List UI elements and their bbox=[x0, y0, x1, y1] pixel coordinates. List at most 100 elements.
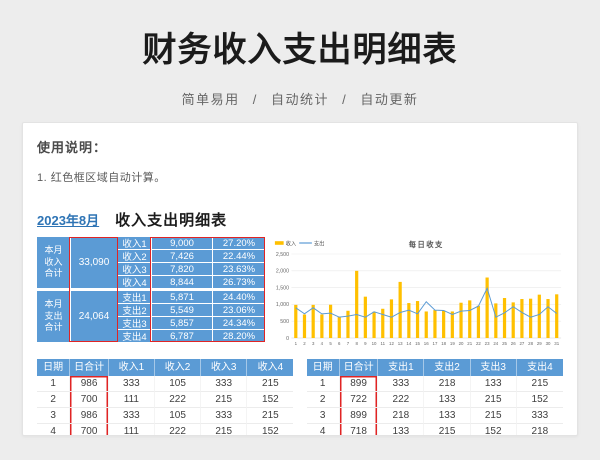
detail-cell: 333 bbox=[516, 408, 563, 424]
detail-table-row: 2 700 111 222 215 152 bbox=[37, 392, 294, 408]
x-axis-tick-label: 18 bbox=[441, 341, 446, 346]
detail-cell: 111 bbox=[108, 392, 155, 408]
x-axis-tick-label: 3 bbox=[312, 341, 315, 346]
detail-table-row: 3 899 218 133 215 333 bbox=[306, 408, 564, 424]
income-bar bbox=[328, 304, 333, 338]
income-bar bbox=[494, 303, 498, 338]
income-detail-table: 日期 日合计 收入1 收入2 收入3 收入4 1 986 333 105 333 215 2 700 111… bbox=[37, 359, 294, 435]
detail-cell: 4 bbox=[37, 424, 71, 435]
detail-column-header: 收入1 bbox=[108, 359, 155, 376]
page-title: 财务收入支出明细表 bbox=[142, 31, 458, 69]
detail-column-header: 日期 bbox=[306, 359, 340, 376]
summary-item-name: 收入3 bbox=[118, 263, 151, 276]
summary-item-name: 收入1 bbox=[118, 237, 151, 250]
detail-cell: 152 bbox=[247, 424, 294, 435]
summary-group-label: 本月收入合计 bbox=[37, 237, 70, 288]
detail-cell: 215 bbox=[516, 376, 563, 392]
summary-item-name: 收入4 bbox=[118, 276, 151, 289]
x-axis-tick-label: 26 bbox=[511, 341, 516, 346]
detail-cell: 333 bbox=[201, 408, 248, 424]
x-axis-tick-label: 28 bbox=[528, 341, 533, 346]
daily-total-cell: 986 bbox=[70, 376, 109, 392]
detail-header-row: 日期 日合计 支出1 支出2 支出3 支出4 bbox=[306, 359, 564, 376]
x-axis-tick-label: 25 bbox=[502, 341, 507, 346]
detail-cell: 218 bbox=[378, 408, 425, 424]
summary-item-percent: 24.34% bbox=[213, 317, 265, 329]
detail-cell: 215 bbox=[470, 392, 517, 408]
detail-column-header: 日期 bbox=[37, 359, 71, 376]
sheet-month-link[interactable]: 2023年8月 bbox=[37, 213, 100, 228]
detail-cell: 333 bbox=[108, 376, 155, 392]
summary-item-value: 6,787 bbox=[152, 330, 212, 342]
y-axis-tick-label: 1,000 bbox=[276, 302, 289, 308]
detail-cell: 222 bbox=[154, 392, 202, 408]
x-axis-tick-label: 19 bbox=[450, 341, 455, 346]
x-axis-tick-label: 11 bbox=[380, 341, 385, 346]
detail-cell: 333 bbox=[108, 408, 155, 424]
summary-item-percent: 23.06% bbox=[213, 304, 265, 316]
x-axis-tick-label: 2 bbox=[303, 341, 306, 346]
summary-item-name: 支出3 bbox=[118, 317, 151, 330]
detail-cell: 215 bbox=[201, 392, 248, 408]
summary-item-name: 收入2 bbox=[118, 250, 151, 263]
income-bar bbox=[320, 314, 324, 338]
legend-income-swatch bbox=[274, 241, 284, 245]
x-axis-tick-label: 21 bbox=[467, 341, 472, 346]
x-axis-tick-label: 7 bbox=[347, 341, 350, 346]
detail-table-row: 1 899 333 218 133 215 bbox=[306, 376, 564, 392]
summary-item-name: 支出1 bbox=[118, 291, 151, 304]
detail-cell: 105 bbox=[154, 408, 202, 424]
income-bars bbox=[294, 270, 559, 338]
detail-cell: 215 bbox=[201, 424, 248, 435]
x-axis-tick-label: 13 bbox=[398, 341, 403, 346]
income-bar bbox=[442, 310, 446, 338]
y-axis-tick-label: 2,500 bbox=[276, 252, 289, 258]
summary-item-name: 支出2 bbox=[118, 304, 151, 317]
detail-cell: 133 bbox=[470, 376, 517, 392]
detail-column-header: 日合计 bbox=[339, 359, 379, 376]
income-bar bbox=[294, 304, 298, 338]
summary-item-percent: 23.63% bbox=[213, 263, 265, 275]
income-bar bbox=[529, 298, 533, 338]
daily-total-cell: 718 bbox=[339, 424, 379, 435]
y-axis-tick-label: 1,500 bbox=[276, 285, 289, 291]
daily-total-cell: 899 bbox=[339, 408, 379, 424]
detail-cell: 3 bbox=[306, 408, 340, 424]
detail-column-header: 支出4 bbox=[516, 359, 563, 376]
summary-item-percent: 26.73% bbox=[213, 276, 265, 288]
income-bar bbox=[459, 302, 463, 338]
detail-cell: 1 bbox=[37, 376, 71, 392]
detail-column-header: 支出3 bbox=[470, 359, 517, 376]
daily-total-cell: 986 bbox=[70, 408, 109, 424]
x-axis-tick-label: 27 bbox=[519, 341, 524, 346]
detail-cell: 218 bbox=[424, 376, 471, 392]
x-axis-tick-label: 1 bbox=[295, 341, 298, 346]
monthly-summary-table: 本月收入合计 33,090 收入1 9,000 27.20% 收入2 7,426 22.44%… bbox=[37, 237, 265, 345]
detail-cell: 133 bbox=[378, 424, 425, 435]
x-axis-tick-label: 16 bbox=[424, 341, 429, 346]
detail-cell: 2 bbox=[37, 392, 71, 408]
summary-item-value: 8,844 bbox=[152, 276, 212, 288]
detail-cell: 2 bbox=[306, 392, 340, 408]
y-axis-tick-label: 500 bbox=[280, 319, 289, 325]
income-bar bbox=[424, 311, 428, 338]
detail-cell: 333 bbox=[378, 376, 425, 392]
detail-cell: 152 bbox=[516, 392, 563, 408]
income-bar bbox=[355, 270, 359, 338]
x-axis-tick-label: 12 bbox=[389, 341, 394, 346]
detail-table-row: 2 722 222 133 215 152 bbox=[306, 392, 564, 408]
income-bar bbox=[537, 294, 541, 338]
x-axis-tick-label: 14 bbox=[406, 341, 411, 346]
y-axis-tick-label: 0 bbox=[286, 336, 289, 342]
summary-item-percent: 24.40% bbox=[213, 291, 265, 303]
income-bar bbox=[450, 311, 454, 338]
detail-cell: 133 bbox=[424, 392, 471, 408]
summary-item-percent: 22.44% bbox=[213, 250, 265, 262]
income-summary-group: 本月收入合计 33,090 收入1 9,000 27.20% 收入2 7,426 22.44%… bbox=[37, 237, 265, 289]
detail-cell: 4 bbox=[306, 424, 340, 435]
x-axis-tick-label: 15 bbox=[415, 341, 420, 346]
summary-item-value: 7,426 bbox=[152, 250, 212, 262]
legend-expense-label: 支出 bbox=[314, 239, 325, 247]
detail-header-row: 日期 日合计 收入1 收入2 收入3 收入4 bbox=[37, 359, 294, 376]
